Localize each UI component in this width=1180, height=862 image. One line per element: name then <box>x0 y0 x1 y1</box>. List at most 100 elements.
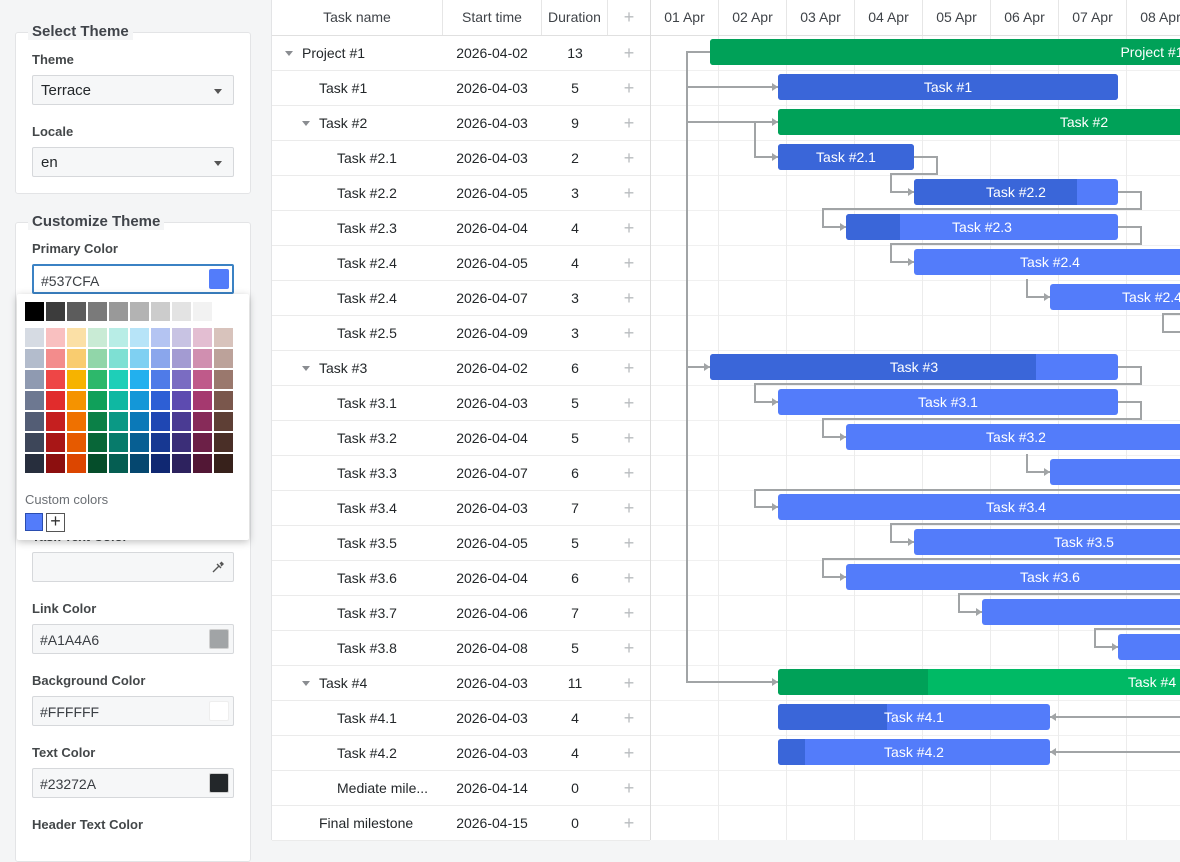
task-bar[interactable] <box>1050 459 1180 485</box>
eyedropper-icon[interactable] <box>211 560 225 574</box>
task-text-color-field[interactable] <box>32 552 234 582</box>
palette-color-swatch[interactable] <box>46 412 65 431</box>
grid-row[interactable]: Task #2.1 2026-04-03 2 + <box>272 141 650 176</box>
palette-color-swatch[interactable] <box>172 328 191 347</box>
column-header-start-time[interactable]: Start time <box>443 0 542 35</box>
palette-color-swatch[interactable] <box>67 391 86 410</box>
add-subtask-button[interactable]: + <box>623 428 635 448</box>
link-color-field[interactable]: #A1A4A6 <box>32 624 234 654</box>
add-subtask-button[interactable]: + <box>623 568 635 588</box>
palette-color-swatch[interactable] <box>151 302 170 321</box>
task-bar[interactable]: Task #3.2 <box>846 424 1180 450</box>
palette-color-swatch[interactable] <box>151 328 170 347</box>
palette-color-swatch[interactable] <box>67 412 86 431</box>
grid-row[interactable]: Task #3.7 2026-04-06 7 + <box>272 596 650 631</box>
palette-color-swatch[interactable] <box>193 412 212 431</box>
grid-row[interactable]: Task #4 2026-04-03 11 + <box>272 666 650 701</box>
add-subtask-button[interactable]: + <box>623 358 635 378</box>
palette-color-swatch[interactable] <box>25 349 44 368</box>
dependency-link[interactable] <box>1162 297 1180 333</box>
grid-row[interactable]: Task #3.8 2026-04-08 5 + <box>272 631 650 666</box>
grid-row[interactable]: Final milestone 2026-04-15 0 + <box>272 806 650 841</box>
grid-row[interactable]: Task #2.2 2026-04-05 3 + <box>272 176 650 211</box>
palette-color-swatch[interactable] <box>214 433 233 452</box>
palette-color-swatch[interactable] <box>88 391 107 410</box>
palette-color-swatch[interactable] <box>46 370 65 389</box>
add-subtask-button[interactable]: + <box>623 463 635 483</box>
palette-color-swatch[interactable] <box>46 302 65 321</box>
add-subtask-button[interactable]: + <box>623 708 635 728</box>
palette-color-swatch[interactable] <box>109 370 128 389</box>
add-subtask-button[interactable]: + <box>623 533 635 553</box>
palette-color-swatch[interactable] <box>151 412 170 431</box>
dependency-link[interactable] <box>822 191 1142 228</box>
grid-row[interactable]: Mediate mile... 2026-04-14 0 + <box>272 771 650 806</box>
dependency-link[interactable] <box>1026 454 1050 473</box>
palette-color-swatch[interactable] <box>25 302 44 321</box>
add-subtask-button[interactable]: + <box>623 498 635 518</box>
grid-row[interactable]: Task #3 2026-04-02 6 + <box>272 351 650 386</box>
add-subtask-button[interactable]: + <box>623 78 635 98</box>
palette-color-swatch[interactable] <box>109 349 128 368</box>
dependency-link[interactable] <box>754 489 1180 508</box>
palette-color-swatch[interactable] <box>109 328 128 347</box>
palette-color-swatch[interactable] <box>88 349 107 368</box>
task-bar[interactable]: Task #2.4 <box>1050 284 1180 310</box>
dependency-link[interactable] <box>1094 612 1180 648</box>
primary-color-swatch[interactable] <box>209 269 229 289</box>
palette-color-swatch[interactable] <box>46 349 65 368</box>
background-color-swatch[interactable] <box>209 701 229 721</box>
dependency-link[interactable] <box>890 507 1180 543</box>
palette-color-swatch[interactable] <box>46 391 65 410</box>
palette-color-swatch[interactable] <box>88 328 107 347</box>
grid-row[interactable]: Task #2.4 2026-04-07 3 + <box>272 281 650 316</box>
palette-color-swatch[interactable] <box>67 433 86 452</box>
palette-color-swatch[interactable] <box>130 454 149 473</box>
palette-color-swatch[interactable] <box>214 454 233 473</box>
task-bar[interactable]: Task #3.4 <box>778 494 1180 520</box>
palette-color-swatch[interactable] <box>193 302 212 321</box>
palette-color-swatch[interactable] <box>172 454 191 473</box>
palette-color-swatch[interactable] <box>151 391 170 410</box>
add-task-header-button[interactable]: + <box>623 7 635 27</box>
add-subtask-button[interactable]: + <box>623 288 635 308</box>
palette-color-swatch[interactable] <box>130 302 149 321</box>
palette-color-swatch[interactable] <box>193 391 212 410</box>
palette-color-swatch[interactable] <box>130 433 149 452</box>
task-bar[interactable]: Task #3 <box>710 354 1118 380</box>
add-subtask-button[interactable]: + <box>623 603 635 623</box>
grid-row[interactable]: Task #4.1 2026-04-03 4 + <box>272 701 650 736</box>
palette-color-swatch[interactable] <box>67 349 86 368</box>
collapse-toggle-icon[interactable] <box>285 51 293 56</box>
task-bar[interactable]: Task #3.5 <box>914 529 1180 555</box>
palette-color-swatch[interactable] <box>151 454 170 473</box>
task-bar[interactable]: Task #4.1 <box>778 704 1050 730</box>
collapse-toggle-icon[interactable] <box>302 366 310 371</box>
palette-color-swatch[interactable] <box>67 328 86 347</box>
add-subtask-button[interactable]: + <box>623 323 635 343</box>
dependency-link[interactable] <box>822 401 1142 438</box>
palette-color-swatch[interactable] <box>67 302 86 321</box>
palette-color-swatch[interactable] <box>46 454 65 473</box>
palette-color-swatch[interactable] <box>25 328 44 347</box>
add-subtask-button[interactable]: + <box>623 743 635 763</box>
palette-color-swatch[interactable] <box>151 349 170 368</box>
grid-row[interactable]: Task #4.2 2026-04-03 4 + <box>272 736 650 771</box>
palette-color-swatch[interactable] <box>172 302 191 321</box>
text-color-field[interactable]: #23272A <box>32 768 234 798</box>
palette-color-swatch[interactable] <box>172 433 191 452</box>
grid-row[interactable]: Task #3.1 2026-04-03 5 + <box>272 386 650 421</box>
add-subtask-button[interactable]: + <box>623 148 635 168</box>
add-subtask-button[interactable]: + <box>623 778 635 798</box>
palette-color-swatch[interactable] <box>193 370 212 389</box>
palette-color-swatch[interactable] <box>214 302 233 321</box>
palette-color-swatch[interactable] <box>130 370 149 389</box>
add-subtask-button[interactable]: + <box>623 113 635 133</box>
project-bar[interactable]: Task #4 <box>778 669 1180 695</box>
grid-row[interactable]: Task #2.5 2026-04-09 3 + <box>272 316 650 351</box>
add-subtask-button[interactable]: + <box>623 43 635 63</box>
task-bar[interactable]: Task #2.2 <box>914 179 1118 205</box>
grid-row[interactable]: Task #3.5 2026-04-05 5 + <box>272 526 650 561</box>
palette-color-swatch[interactable] <box>151 370 170 389</box>
task-bar[interactable]: Task #4.2 <box>778 739 1050 765</box>
